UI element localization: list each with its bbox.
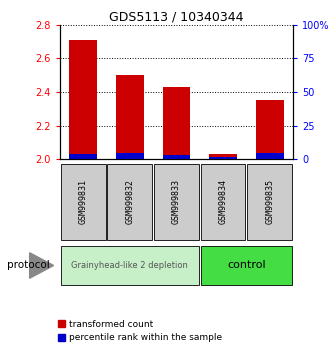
Text: Grainyhead-like 2 depletion: Grainyhead-like 2 depletion (72, 261, 188, 270)
FancyBboxPatch shape (108, 164, 152, 240)
Text: GSM999834: GSM999834 (218, 179, 228, 224)
Text: control: control (227, 261, 266, 270)
Bar (69, 154, 97, 159)
Text: GSM999835: GSM999835 (265, 179, 274, 224)
Title: GDS5113 / 10340344: GDS5113 / 10340344 (109, 11, 244, 24)
FancyBboxPatch shape (154, 164, 199, 240)
Bar (209, 154, 237, 159)
FancyBboxPatch shape (247, 164, 292, 240)
Bar (256, 101, 284, 159)
Text: protocol: protocol (7, 261, 49, 270)
Bar (116, 75, 144, 159)
Polygon shape (30, 253, 54, 278)
Bar (256, 153, 284, 159)
FancyBboxPatch shape (61, 246, 199, 285)
FancyBboxPatch shape (201, 246, 292, 285)
Bar (163, 155, 190, 159)
Bar (69, 40, 97, 159)
Text: GSM999833: GSM999833 (172, 179, 181, 224)
Legend: transformed count, percentile rank within the sample: transformed count, percentile rank withi… (55, 316, 226, 346)
FancyBboxPatch shape (201, 164, 245, 240)
Text: GSM999831: GSM999831 (79, 179, 88, 224)
FancyBboxPatch shape (61, 164, 106, 240)
Bar (116, 153, 144, 159)
Bar (209, 157, 237, 159)
Text: GSM999832: GSM999832 (125, 179, 135, 224)
Bar (163, 87, 190, 159)
